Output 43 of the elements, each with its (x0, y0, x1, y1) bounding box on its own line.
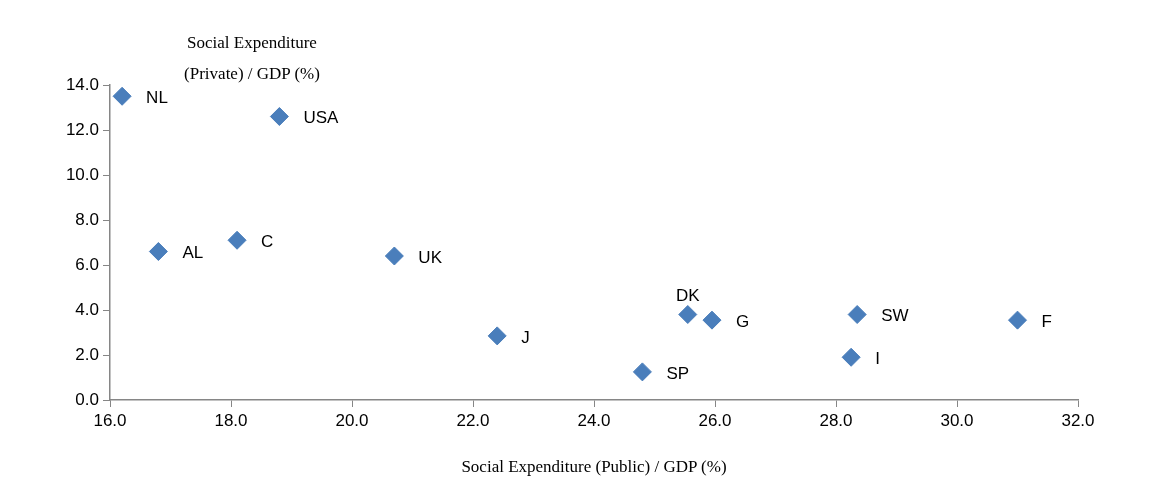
x-tick-label: 32.0 (1061, 410, 1095, 430)
point (632, 362, 652, 382)
annotation: J (521, 327, 530, 347)
annotation: SP (666, 363, 690, 383)
annotation: G (735, 311, 750, 331)
annotation: DK (675, 285, 701, 305)
y-tick-label: 12.0 (65, 119, 99, 139)
point (702, 310, 722, 330)
annotation: NL (146, 87, 168, 107)
point (847, 305, 867, 324)
point (384, 246, 404, 266)
annotation: AL (182, 243, 204, 263)
x-tick-label: 28.0 (819, 410, 853, 430)
annotation: SW (881, 306, 909, 326)
point (112, 86, 132, 106)
y-tick-label: 2.0 (75, 344, 99, 364)
annotation: USA (303, 108, 340, 128)
y-tick-label: 6.0 (75, 254, 99, 274)
y-tick-label: 14.0 (65, 74, 99, 94)
point (1008, 310, 1027, 330)
x-tick-label: 16.0 (93, 410, 127, 430)
point (487, 326, 507, 346)
annotation: I (875, 348, 880, 368)
x-tick-label: 22.0 (456, 410, 490, 430)
y-axis-title: Social Expenditure (Private) / GDP (%) (184, 33, 320, 84)
x-tick-label: 20.0 (335, 410, 369, 430)
y-tick-label: 0.0 (75, 389, 99, 409)
annotation: C (261, 231, 274, 251)
annotation: F (1041, 311, 1052, 331)
point (227, 230, 247, 250)
y-tick-label: 4.0 (75, 299, 99, 319)
x-tick-label: 30.0 (940, 410, 974, 430)
point (841, 347, 861, 367)
x-tick-label: 26.0 (698, 410, 732, 430)
y-tick-label: 8.0 (75, 209, 99, 229)
x-tick-label: 18.0 (214, 410, 248, 430)
annotation: UK (418, 247, 443, 267)
y-tick-label: 10.0 (65, 164, 99, 184)
point (148, 242, 168, 261)
point (269, 107, 289, 126)
x-axis-title: Social Expenditure (Public) / GDP (%) (461, 457, 727, 477)
x-tick-label: 24.0 (577, 410, 611, 430)
point (678, 305, 698, 324)
